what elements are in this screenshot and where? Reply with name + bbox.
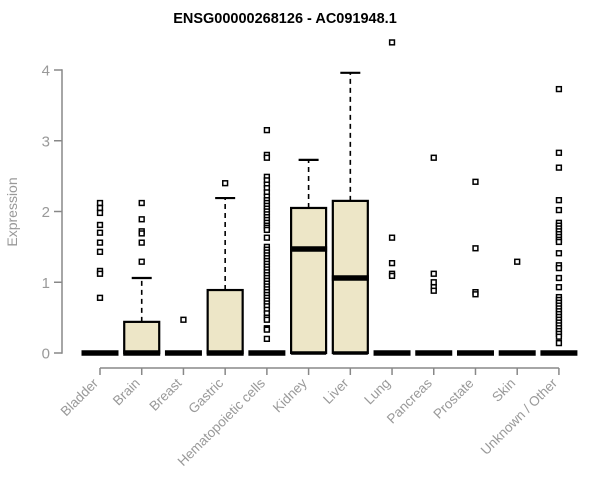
category-group-lung	[373, 39, 411, 356]
outlier-point	[555, 264, 563, 272]
outlier-point	[555, 339, 563, 347]
outlier-point	[430, 279, 437, 286]
y-tick-label: 0	[42, 346, 50, 363]
y-tick-label: 4	[42, 63, 50, 80]
category-group-liver	[331, 71, 369, 355]
outlier-point	[263, 154, 271, 161]
x-axis-label-pancreas: Pancreas	[384, 375, 435, 426]
plot-area	[81, 39, 578, 356]
outlier-point	[430, 287, 437, 294]
chart-title: ENSG00000268126 - AC091948.1	[173, 11, 397, 27]
category-group-prostate	[456, 178, 494, 356]
x-axis-label-lung: Lung	[361, 376, 393, 408]
outlier-point	[138, 216, 145, 223]
outlier-point	[138, 258, 145, 265]
category-group-brain	[123, 199, 161, 356]
x-axis-label-breast: Breast	[146, 375, 184, 413]
x-axis-label-gastric: Gastric	[185, 375, 226, 416]
outlier-point	[430, 270, 437, 277]
outlier-point	[555, 274, 563, 282]
outlier-point	[263, 326, 271, 333]
outlier-point	[430, 154, 437, 161]
outlier-point	[96, 229, 104, 236]
y-tick-label: 3	[42, 133, 50, 150]
x-axis-label-unknown-other: Unknown / Other	[478, 375, 561, 458]
outlier-point	[555, 149, 563, 156]
outlier-point	[388, 259, 396, 267]
outlier-point	[388, 39, 396, 46]
y-tick-label: 2	[42, 204, 50, 221]
category-group-kidney	[290, 158, 328, 355]
category-group-hematopoietic-cells	[248, 126, 286, 356]
outlier-point	[555, 238, 563, 246]
category-group-gastric	[206, 180, 244, 356]
x-axis-label-bladder: Bladder	[58, 375, 102, 419]
x-axis-label-liver: Liver	[320, 375, 352, 407]
box-brain	[123, 320, 161, 355]
outlier-point	[388, 234, 396, 241]
x-axis-label-prostate: Prostate	[430, 376, 476, 422]
outlier-point	[263, 234, 271, 241]
outlier-point	[514, 258, 521, 265]
outlier-point	[96, 204, 104, 212]
outlier-point	[555, 85, 563, 93]
outlier-point	[472, 178, 479, 185]
outlier-point	[96, 199, 104, 207]
category-group-breast	[164, 316, 202, 356]
box-kidney	[290, 206, 328, 355]
outlier-point	[555, 250, 563, 257]
x-axis-label-skin: Skin	[489, 376, 518, 405]
outlier-point	[555, 197, 563, 204]
outlier-point	[138, 239, 145, 246]
y-tick-label: 1	[42, 275, 50, 292]
outlier-point	[96, 294, 104, 301]
outlier-point	[555, 333, 563, 340]
outlier-point	[222, 180, 229, 187]
outlier-point	[96, 209, 104, 217]
outlier-point	[263, 335, 271, 343]
y-axis-title: Expression	[4, 177, 20, 246]
outlier-point	[263, 316, 271, 323]
outlier-point	[96, 248, 104, 255]
x-axis-label-brain: Brain	[110, 376, 143, 409]
outlier-point	[96, 239, 104, 246]
box-gastric	[206, 288, 244, 355]
outlier-point	[472, 291, 479, 298]
outlier-point	[263, 126, 271, 134]
outlier-point	[180, 316, 187, 323]
category-group-pancreas	[415, 154, 453, 356]
outlier-point	[138, 199, 145, 207]
outlier-point	[472, 245, 479, 252]
outlier-point	[555, 284, 563, 291]
category-group-bladder	[81, 199, 119, 356]
x-axis-label-kidney: Kidney	[270, 375, 310, 415]
outlier-point	[555, 206, 563, 214]
outlier-point	[96, 221, 104, 229]
outlier-point	[263, 226, 271, 234]
outlier-point	[555, 164, 563, 171]
category-group-skin	[498, 258, 536, 356]
outlier-point	[388, 272, 396, 280]
outlier-point	[96, 270, 104, 277]
category-group-unknown-other	[540, 85, 578, 356]
outlier-point	[138, 230, 145, 237]
